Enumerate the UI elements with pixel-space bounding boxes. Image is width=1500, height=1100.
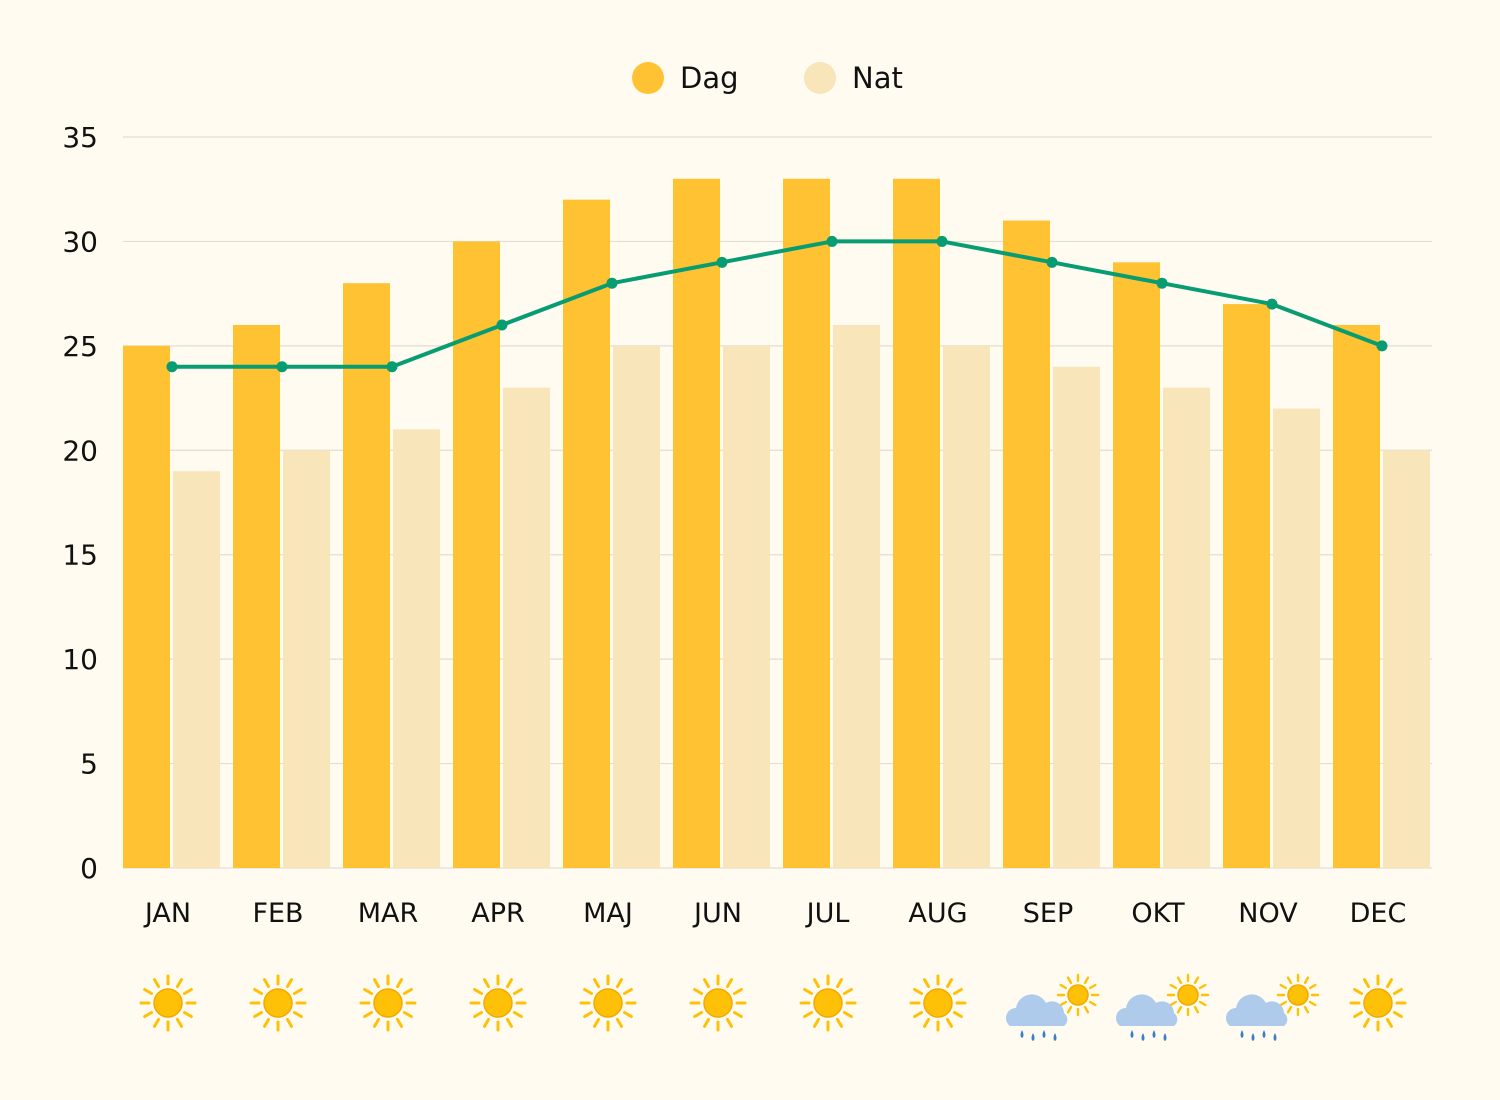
line-point-jul (826, 235, 838, 247)
bar-dag-maj (563, 199, 610, 868)
bar-dag-okt (1113, 262, 1160, 868)
sun-icon (689, 974, 747, 1032)
line-point-feb (276, 361, 288, 373)
sun-icon (469, 974, 527, 1032)
y-tick-label: 0 (80, 852, 98, 885)
y-tick-label: 30 (62, 225, 98, 258)
line-point-jan (166, 361, 178, 373)
y-tick-label: 5 (80, 748, 98, 781)
bar-dag-apr (453, 241, 500, 868)
bar-dag-sep (1003, 220, 1050, 869)
x-tick-label: JUL (805, 898, 850, 929)
line-point-maj (606, 277, 618, 289)
bar-nat-jun (723, 345, 770, 868)
line-point-apr (496, 319, 508, 331)
line-series (166, 235, 1388, 373)
sun-icon (799, 974, 857, 1032)
x-tick-label: JAN (143, 898, 191, 929)
x-tick-label: SEP (1023, 898, 1073, 929)
bar-dag-jun (673, 178, 720, 868)
weather-icons (139, 973, 1407, 1041)
legend-marker-nat (804, 62, 836, 94)
x-tick-label: OKT (1131, 898, 1185, 929)
x-tick-label: MAJ (583, 898, 633, 929)
legend-label-nat: Nat (852, 61, 903, 95)
legend-marker-dag (632, 62, 664, 94)
sun-icon (1349, 974, 1407, 1032)
bar-nat-aug (943, 345, 990, 868)
bar-dag-feb (233, 324, 280, 868)
line-point-okt (1156, 277, 1168, 289)
bar-dag-dec (1333, 324, 1380, 868)
bar-nat-maj (613, 345, 660, 868)
x-axis: JAN FEB MAR APR MAJ JUN JUL AUG SEP OKT NOV DEC (143, 898, 1406, 929)
line-point-jun (716, 256, 728, 268)
bar-dag-jan (123, 345, 170, 868)
sun-icon (579, 974, 637, 1032)
bar-nat-dec (1383, 450, 1430, 868)
sun-icon (909, 974, 967, 1032)
sun-rain-cloud-icon (1116, 973, 1210, 1041)
line-point-aug (936, 235, 948, 247)
x-tick-label: MAR (358, 898, 419, 929)
x-tick-label: APR (471, 898, 525, 929)
grid-lines (123, 136, 1432, 869)
bars (123, 178, 1430, 869)
sun-rain-cloud-icon (1226, 973, 1320, 1041)
x-tick-label: JUN (692, 898, 742, 929)
y-tick-label: 10 (62, 643, 98, 676)
y-tick-label: 25 (62, 330, 98, 363)
bar-nat-jul (833, 324, 880, 868)
y-axis: 0 5 10 15 20 25 30 35 (62, 121, 98, 885)
line-point-sep (1046, 256, 1058, 268)
line-point-dec (1376, 340, 1388, 352)
bar-nat-okt (1163, 387, 1210, 868)
y-tick-label: 20 (62, 434, 98, 467)
x-tick-label: FEB (252, 898, 303, 929)
x-tick-label: NOV (1238, 898, 1298, 929)
sun-icon (249, 974, 307, 1032)
line-path (172, 239, 1383, 369)
y-tick-label: 35 (62, 121, 98, 154)
bar-nat-mar (393, 429, 440, 868)
bar-nat-feb (283, 450, 330, 868)
sun-icon (359, 974, 417, 1032)
bar-dag-mar (343, 283, 390, 868)
line-point-mar (386, 361, 398, 373)
bar-nat-sep (1053, 366, 1100, 868)
y-tick-label: 15 (62, 539, 98, 572)
legend: Dag Nat (632, 61, 903, 95)
bar-nat-apr (503, 387, 550, 868)
bar-nat-nov (1273, 408, 1320, 868)
sun-icon (139, 974, 197, 1032)
bar-dag-jul (783, 178, 830, 868)
x-tick-label: AUG (908, 898, 967, 929)
bar-dag-nov (1223, 304, 1270, 869)
bar-dag-aug (893, 178, 940, 868)
x-tick-label: DEC (1350, 898, 1407, 929)
line-point-nov (1266, 298, 1278, 310)
sun-rain-cloud-icon (1006, 973, 1100, 1041)
legend-label-dag: Dag (680, 61, 739, 95)
bar-nat-jan (173, 471, 220, 868)
